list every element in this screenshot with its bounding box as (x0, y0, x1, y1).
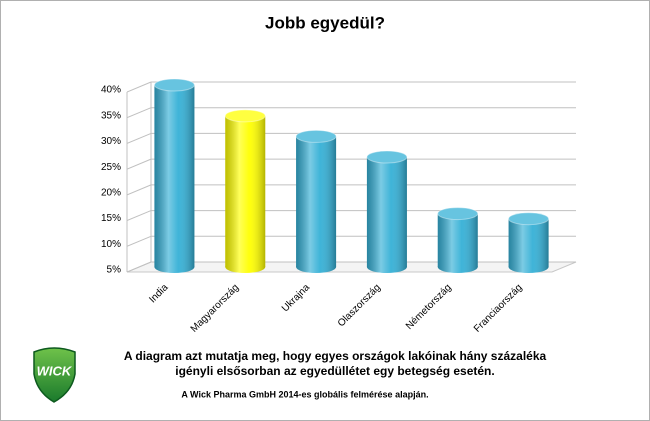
bar-shade (508, 218, 549, 267)
grid-line-side (126, 132, 152, 144)
chart-title: Jobb egyedül? (265, 13, 385, 32)
bar-shade (154, 85, 195, 267)
cylinder-top (437, 207, 479, 221)
bar-shade (296, 136, 337, 267)
logo: WICK (33, 347, 76, 403)
cylinder-top-shade (366, 151, 407, 163)
grid-line-side (126, 158, 152, 170)
cylinder (295, 129, 337, 273)
cylinder-top-shade (508, 212, 549, 225)
bar-shade (225, 115, 266, 267)
cylinder-top (366, 150, 408, 164)
note-line: A diagram azt mutatja meg, hogy egyes or… (124, 349, 547, 363)
cylinder-top (224, 109, 266, 123)
cylinder (366, 150, 408, 273)
cylinder-top-shade (154, 79, 195, 91)
cylinder-top-shade (296, 130, 337, 143)
cylinder-top-shade (437, 207, 478, 220)
source: A Wick Pharma GmbH 2014-es globális felm… (181, 389, 428, 399)
y-tick-label: 35% (101, 110, 121, 121)
y-tick-label: 15% (101, 213, 121, 224)
cylinder-top (508, 212, 550, 226)
y-tick-label: 30% (101, 136, 121, 147)
cylinder-top (295, 129, 337, 143)
grid-line-side (126, 210, 152, 222)
grid-line-side (126, 184, 152, 196)
cylinder (437, 207, 479, 273)
y-tick-label: 10% (101, 239, 121, 250)
cylinder (224, 109, 266, 273)
cylinder (508, 212, 550, 273)
bar-shade (366, 157, 407, 267)
y-tick-label: 20% (101, 187, 121, 198)
cylinder-top (153, 78, 195, 92)
y-tick-label: 40% (101, 85, 121, 96)
grid-line-side (126, 235, 152, 247)
bar-shade (437, 213, 478, 267)
grid-line-side (126, 107, 152, 119)
y-tick-label: 5% (107, 265, 122, 276)
note-line: igényli elsősorban az egyedüllétet egy b… (175, 364, 494, 378)
y-tick-label: 25% (101, 162, 121, 173)
cylinder-top-shade (225, 109, 266, 122)
grid-line-side (126, 261, 152, 273)
grid-line-side (126, 81, 152, 93)
logo-shield (33, 347, 76, 403)
logo-text: WICK (37, 363, 73, 378)
cylinder (153, 78, 195, 273)
